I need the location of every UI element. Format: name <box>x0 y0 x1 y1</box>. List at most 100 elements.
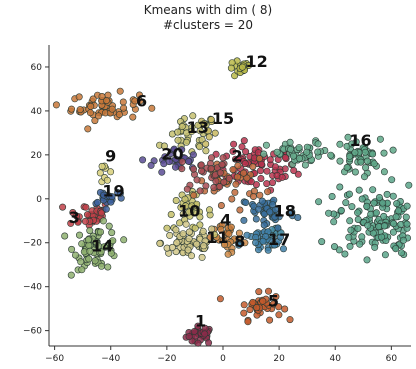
cluster-label: 11 <box>206 228 228 247</box>
data-point <box>78 266 86 274</box>
cluster-label: 16 <box>349 131 371 150</box>
data-point <box>369 150 377 158</box>
data-point <box>202 182 210 190</box>
data-point <box>91 257 99 265</box>
data-point <box>252 239 260 247</box>
data-point <box>287 145 295 153</box>
data-point <box>268 179 276 187</box>
data-point <box>217 202 225 210</box>
data-point <box>327 151 335 159</box>
data-point <box>165 158 173 166</box>
data-point <box>354 216 362 224</box>
data-point <box>358 195 366 203</box>
data-points <box>52 57 413 347</box>
data-point <box>103 97 111 105</box>
x-tick-label: −20 <box>157 354 176 364</box>
data-point <box>68 105 76 113</box>
data-point <box>181 195 189 203</box>
data-point <box>232 180 240 188</box>
data-point <box>74 218 82 226</box>
data-point <box>352 138 360 146</box>
cluster-label: 19 <box>102 182 124 201</box>
cluster-label: 3 <box>69 208 80 227</box>
data-point <box>136 91 144 99</box>
cluster-label: 10 <box>178 201 200 220</box>
data-point <box>188 252 196 260</box>
data-point <box>314 148 322 156</box>
data-point <box>279 245 287 253</box>
data-point <box>257 175 265 183</box>
data-point <box>343 164 351 172</box>
cluster-label: 15 <box>212 109 234 128</box>
data-point <box>259 237 267 245</box>
data-point <box>89 95 97 103</box>
data-point <box>246 306 254 314</box>
data-point <box>271 241 279 249</box>
data-point <box>260 150 268 158</box>
data-point <box>229 166 237 174</box>
data-point <box>156 239 164 247</box>
data-point <box>212 177 220 185</box>
data-point <box>108 229 116 237</box>
data-point <box>238 143 246 151</box>
data-point <box>256 191 264 199</box>
data-point <box>234 162 242 170</box>
data-point <box>402 213 410 221</box>
data-point <box>346 152 354 160</box>
data-point <box>72 251 80 259</box>
data-point <box>148 104 156 112</box>
data-point <box>97 228 105 236</box>
data-point <box>344 133 352 141</box>
cluster-label: 8 <box>234 232 245 251</box>
cluster-label: 4 <box>220 210 231 229</box>
data-point <box>147 161 155 169</box>
cluster-label: 9 <box>105 147 116 166</box>
data-point <box>82 203 90 211</box>
data-point <box>225 174 233 182</box>
data-point <box>87 102 95 110</box>
data-point <box>259 297 267 305</box>
data-point <box>120 236 128 244</box>
data-point <box>205 133 213 141</box>
x-tick-label: 0 <box>220 354 226 364</box>
data-point <box>375 223 383 231</box>
data-point <box>161 153 169 161</box>
data-point <box>380 222 388 230</box>
data-point <box>216 169 224 177</box>
data-point <box>77 258 85 266</box>
data-point <box>172 226 180 234</box>
data-point <box>272 293 280 301</box>
data-point <box>207 116 215 124</box>
data-point <box>363 202 371 210</box>
data-point <box>67 271 75 279</box>
data-point <box>176 219 184 227</box>
cluster-label: 17 <box>268 230 290 249</box>
data-point <box>269 300 277 308</box>
data-point <box>105 222 113 230</box>
data-point <box>325 209 333 217</box>
data-point <box>253 304 261 312</box>
data-point <box>116 189 124 197</box>
data-point <box>206 206 214 214</box>
data-point <box>355 186 363 194</box>
data-point <box>371 243 379 251</box>
data-point <box>208 225 216 233</box>
data-point <box>183 185 191 193</box>
data-point <box>98 93 106 101</box>
data-point <box>231 188 239 196</box>
data-point <box>183 138 191 146</box>
data-point <box>98 262 106 270</box>
data-point <box>61 232 69 240</box>
data-point <box>380 212 388 220</box>
data-point <box>68 245 76 253</box>
data-point <box>94 198 102 206</box>
data-point <box>346 217 354 225</box>
data-point <box>86 227 94 235</box>
data-point <box>360 173 368 181</box>
data-point <box>217 225 225 233</box>
data-point <box>95 112 103 120</box>
data-point <box>367 210 375 218</box>
data-point <box>81 217 89 225</box>
data-point <box>182 220 190 228</box>
